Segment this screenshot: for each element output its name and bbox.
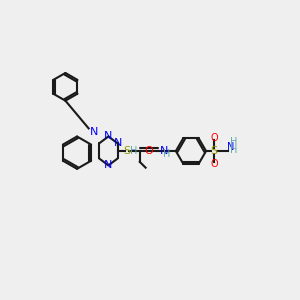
Text: H: H bbox=[163, 149, 170, 159]
Text: H: H bbox=[230, 137, 238, 147]
Text: S: S bbox=[211, 146, 218, 156]
Text: H: H bbox=[230, 145, 238, 155]
Text: N: N bbox=[160, 146, 168, 156]
Text: N: N bbox=[104, 131, 112, 142]
Text: O: O bbox=[210, 159, 218, 170]
Text: N: N bbox=[113, 138, 122, 148]
Text: O: O bbox=[145, 146, 154, 156]
Text: H: H bbox=[130, 146, 138, 156]
Text: N: N bbox=[104, 160, 112, 170]
Text: N: N bbox=[90, 127, 99, 137]
Text: O: O bbox=[210, 133, 218, 142]
Text: N: N bbox=[227, 142, 234, 152]
Text: S: S bbox=[124, 146, 130, 156]
